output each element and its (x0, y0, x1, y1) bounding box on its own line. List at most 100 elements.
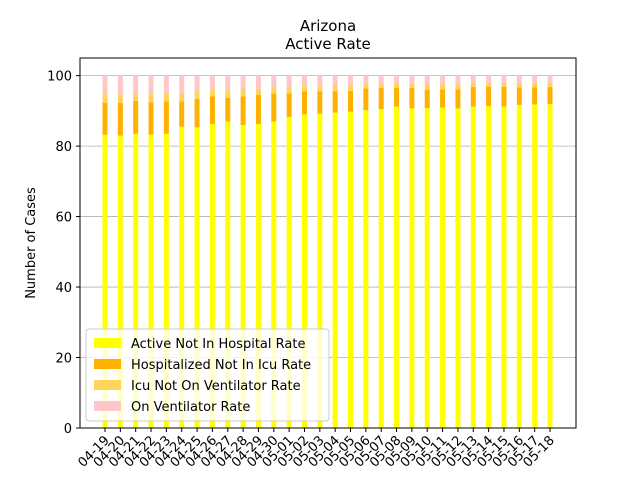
bar-segment (470, 75, 476, 83)
bar-segment (440, 89, 446, 108)
bar-segment (486, 106, 492, 429)
bar-segment (547, 86, 553, 105)
bar-segment (440, 84, 446, 90)
bar-segment (470, 86, 476, 107)
bar-segment (332, 75, 338, 86)
bar-segment (194, 91, 200, 99)
bar-segment (547, 82, 553, 87)
bar-segment (424, 90, 430, 109)
bar-segment (440, 75, 446, 85)
bar-segment (547, 104, 553, 429)
y-axis-label: Number of Cases (24, 187, 39, 299)
bar-segment (455, 84, 461, 90)
bar-segment (286, 116, 292, 428)
legend-label: On Ventilator Rate (131, 400, 250, 415)
bar-segment (301, 85, 307, 92)
bar-segment (409, 83, 415, 88)
bar-segment (363, 84, 369, 89)
bar-segment (102, 102, 108, 135)
bar-segment (133, 92, 139, 101)
bar-segment (179, 126, 185, 428)
bar-segment (163, 133, 169, 428)
y-tick-label: 100 (47, 70, 72, 85)
bar-segment (516, 104, 522, 428)
bar-segment (378, 109, 384, 428)
bar-segment (378, 87, 384, 110)
bar-segment (532, 104, 538, 428)
bar-segment (225, 121, 231, 428)
bar-segment (102, 75, 108, 94)
bar-segment (271, 75, 277, 87)
bar-segment (148, 134, 154, 428)
bar-segment (317, 85, 323, 92)
chart-title: Arizona (300, 17, 356, 35)
bar-segment (486, 86, 492, 107)
bar-segment (455, 75, 461, 85)
bar-segment (516, 87, 522, 105)
bar-segment (255, 123, 261, 429)
y-axis: 0 20 40 60 80 100 (47, 70, 80, 437)
bar-segment (117, 135, 123, 428)
bar-segment (194, 98, 200, 128)
legend-label: Hospitalized Not In Icu Rate (131, 358, 311, 373)
y-tick-label: 80 (55, 140, 72, 155)
bar-segment (532, 82, 538, 88)
bar-segment (501, 82, 507, 87)
legend-swatch (94, 401, 121, 411)
y-tick-label: 40 (55, 281, 72, 296)
legend-swatch (94, 380, 121, 390)
bar-segment (240, 75, 246, 90)
y-tick-label: 20 (55, 352, 72, 367)
bar-segment (255, 88, 261, 95)
bar-segment (378, 83, 384, 88)
bar-segment (547, 75, 553, 83)
bar-segment (133, 75, 139, 93)
bar-segment (409, 108, 415, 428)
bar-segment (409, 75, 415, 84)
bar-segment (501, 75, 507, 83)
bar-segment (102, 93, 108, 103)
bar-segment (486, 82, 492, 87)
bar-segment (179, 75, 185, 93)
legend-label: Icu Not On Ventilator Rate (131, 379, 301, 394)
bar-segment (255, 95, 261, 124)
legend-box (85, 328, 330, 422)
legend-swatch (94, 359, 121, 369)
bar-segment (317, 75, 323, 86)
bar-segment (317, 113, 323, 428)
bar-segment (148, 93, 154, 103)
bar-segment (102, 134, 108, 429)
bar-segment (301, 114, 307, 428)
bar-segment (409, 87, 415, 109)
bar-segment (486, 75, 492, 83)
bar-segment (501, 86, 507, 107)
bar-segment (394, 106, 400, 428)
bar-segment (470, 106, 476, 428)
bar-segment (516, 75, 522, 83)
legend-swatch (94, 338, 121, 348)
bar-segment (424, 75, 430, 85)
bar-segment (163, 101, 169, 134)
bar-segment (117, 94, 123, 103)
bar-segment (148, 102, 154, 135)
bar-segment (348, 90, 354, 112)
bar-segment (332, 85, 338, 92)
bar-segment (286, 75, 292, 87)
bar-segment (348, 85, 354, 91)
bar-segment (348, 111, 354, 429)
bar-segment (532, 75, 538, 83)
bar-segment (378, 75, 384, 84)
bar-segment (209, 96, 215, 124)
bar-segment (363, 110, 369, 429)
bar-segment (179, 92, 185, 102)
bar-segment (255, 75, 261, 89)
bar-segment (455, 89, 461, 109)
bar-segment (532, 87, 538, 105)
bar-segment (225, 97, 231, 122)
x-axis: 04-1904-2004-2104-2204-2304-2404-2504-26… (76, 428, 558, 471)
bar-segment (209, 123, 215, 429)
bar-segment (394, 87, 400, 107)
bar-segment (133, 133, 139, 428)
bar-segment (163, 92, 169, 102)
